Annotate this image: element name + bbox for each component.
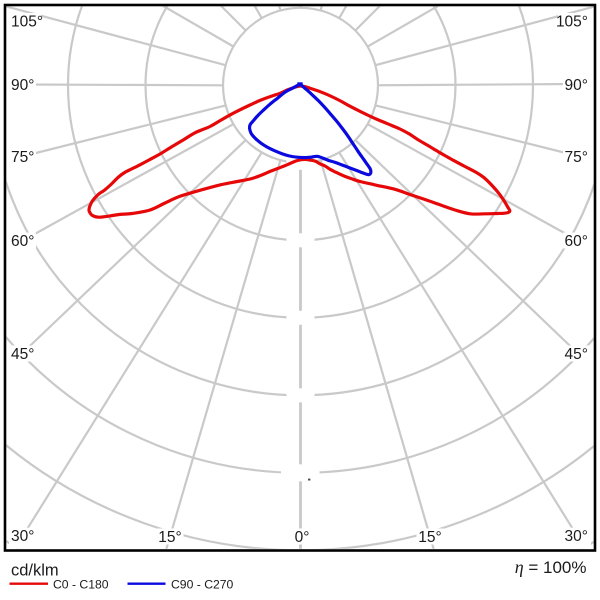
svg-text:90°: 90° — [565, 77, 588, 94]
svg-text:C0 - C180: C0 - C180 — [53, 578, 109, 592]
svg-text:90°: 90° — [11, 77, 34, 94]
svg-text:60°: 60° — [11, 233, 34, 250]
svg-text:45°: 45° — [11, 346, 34, 363]
svg-text:105°: 105° — [11, 13, 43, 30]
svg-text:cd/klm: cd/klm — [11, 562, 59, 580]
svg-text:75°: 75° — [565, 149, 588, 166]
svg-text:30°: 30° — [565, 528, 588, 545]
svg-text:30°: 30° — [11, 528, 34, 545]
svg-text:0°: 0° — [295, 529, 310, 546]
svg-text:105°: 105° — [556, 13, 588, 30]
svg-text:45°: 45° — [565, 346, 588, 363]
svg-text:60°: 60° — [565, 233, 588, 250]
svg-text:75°: 75° — [11, 149, 34, 166]
svg-text:C90 - C270: C90 - C270 — [171, 578, 234, 592]
svg-text:15°: 15° — [158, 529, 181, 546]
svg-text:η = 100%: η = 100% — [515, 557, 587, 577]
svg-text:15°: 15° — [418, 529, 441, 546]
